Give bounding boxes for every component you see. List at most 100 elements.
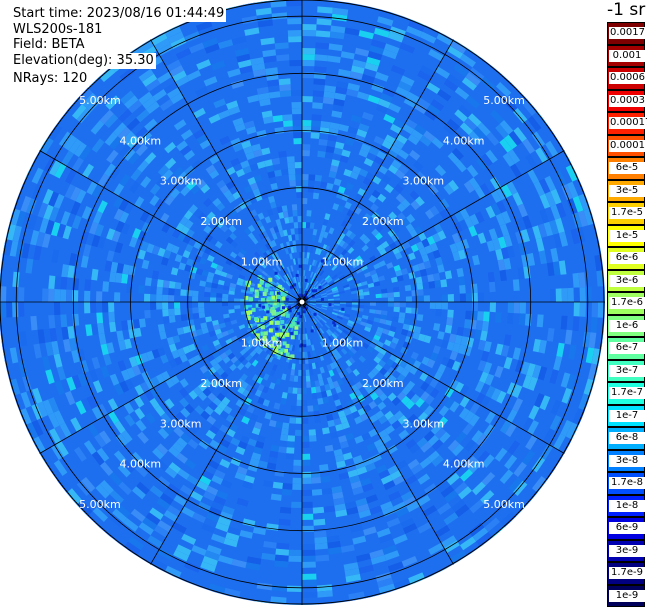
range-gate-cell <box>424 483 438 495</box>
range-gate-cell <box>404 284 412 292</box>
range-gate-cell <box>270 493 282 501</box>
enhanced-return-cell <box>255 303 260 308</box>
range-gate-cell <box>352 344 360 352</box>
range-gate-cell <box>412 332 420 340</box>
range-gate-cell <box>157 247 166 257</box>
range-gate-cell <box>210 335 218 342</box>
range-gate-cell <box>252 527 266 536</box>
range-gate-cell <box>154 198 165 210</box>
range-gate-cell <box>317 223 323 231</box>
range-gate-cell <box>152 89 167 102</box>
range-gate-cell <box>124 541 141 556</box>
range-gate-cell <box>81 477 96 492</box>
colorbar-tick-label: 0.001 <box>609 49 645 62</box>
low-return-cell <box>289 285 293 289</box>
range-gate-cell <box>299 276 301 283</box>
range-gate-cell <box>291 292 297 297</box>
range-ring-label: 5.00km <box>79 498 121 511</box>
range-gate-cell <box>454 211 465 223</box>
range-gate-cell <box>224 321 232 327</box>
range-gate-cell <box>388 490 401 502</box>
range-gate-cell <box>191 159 203 170</box>
range-gate-cell <box>213 363 222 372</box>
range-gate-cell <box>447 309 454 318</box>
range-gate-cell <box>119 67 136 82</box>
range-gate-cell <box>206 512 220 523</box>
range-gate-cell <box>53 236 63 251</box>
range-gate-cell <box>494 365 504 378</box>
range-gate-cell <box>499 120 514 135</box>
range-gate-cell <box>19 331 28 347</box>
enhanced-return-cell <box>264 303 269 308</box>
range-gate-cell <box>326 260 332 267</box>
range-gate-cell <box>230 457 242 467</box>
range-gate-cell <box>378 583 396 594</box>
range-gate-cell <box>251 143 262 152</box>
range-gate-cell <box>238 274 246 280</box>
range-gate-cell <box>276 542 290 550</box>
range-gate-cell <box>243 120 255 129</box>
range-gate-cell <box>287 247 292 254</box>
range-gate-cell <box>405 223 415 233</box>
enhanced-return-cell <box>265 283 269 288</box>
range-gate-cell <box>243 475 255 484</box>
range-gate-cell <box>391 233 400 243</box>
range-gate-cell <box>527 420 539 435</box>
range-gate-cell <box>435 256 443 266</box>
range-gate-cell <box>274 238 280 246</box>
range-gate-cell <box>401 386 411 396</box>
low-return-cell <box>314 289 318 293</box>
range-gate-cell <box>127 152 140 165</box>
range-gate-cell <box>161 256 169 266</box>
range-gate-cell <box>332 347 339 354</box>
range-gate-cell <box>386 37 402 49</box>
range-gate-cell <box>141 259 150 270</box>
range-gate-cell <box>302 30 317 37</box>
range-gate-cell <box>520 361 530 375</box>
range-gate-cell <box>292 477 302 484</box>
range-gate-cell <box>337 253 344 261</box>
range-gate-cell <box>356 128 368 138</box>
enhanced-return-cell <box>257 324 262 328</box>
range-gate-cell <box>347 82 360 92</box>
range-gate-cell <box>155 176 167 188</box>
range-gate-cell <box>290 405 297 412</box>
range-gate-cell <box>322 396 329 404</box>
range-gate-cell <box>336 460 346 469</box>
range-gate-cell <box>173 426 185 438</box>
enhanced-return-cell <box>279 300 284 305</box>
range-gate-cell <box>132 486 146 500</box>
range-gate-cell <box>119 173 131 187</box>
range-gate-cell <box>358 564 374 574</box>
range-gate-cell <box>332 393 340 401</box>
range-gate-cell <box>396 203 406 213</box>
range-gate-cell <box>136 109 150 123</box>
range-gate-cell <box>139 211 150 223</box>
range-gate-cell <box>246 302 253 305</box>
range-gate-cell <box>289 417 296 424</box>
range-gate-cell <box>277 257 282 264</box>
range-gate-cell <box>293 222 299 229</box>
range-gate-cell <box>16 210 27 227</box>
range-gate-cell <box>446 358 456 369</box>
range-gate-cell <box>532 476 547 493</box>
range-gate-cell <box>362 236 371 245</box>
range-gate-cell <box>309 369 314 376</box>
range-gate-cell <box>322 218 329 226</box>
range-gate-cell <box>68 338 77 352</box>
range-gate-cell <box>275 421 283 429</box>
enhanced-return-cell <box>260 318 265 322</box>
range-gate-cell <box>393 139 405 150</box>
enhanced-return-cell <box>255 333 260 338</box>
range-gate-cell <box>314 530 327 538</box>
range-gate-cell <box>451 360 461 372</box>
range-gate-cell <box>513 108 528 124</box>
range-gate-cell <box>165 242 175 252</box>
range-gate-cell <box>87 423 99 438</box>
range-gate-cell <box>377 16 394 27</box>
range-gate-cell <box>417 473 431 485</box>
range-gate-cell <box>56 366 67 381</box>
range-gate-cell <box>319 132 329 140</box>
range-gate-cell <box>209 358 218 367</box>
range-gate-cell <box>378 533 393 544</box>
